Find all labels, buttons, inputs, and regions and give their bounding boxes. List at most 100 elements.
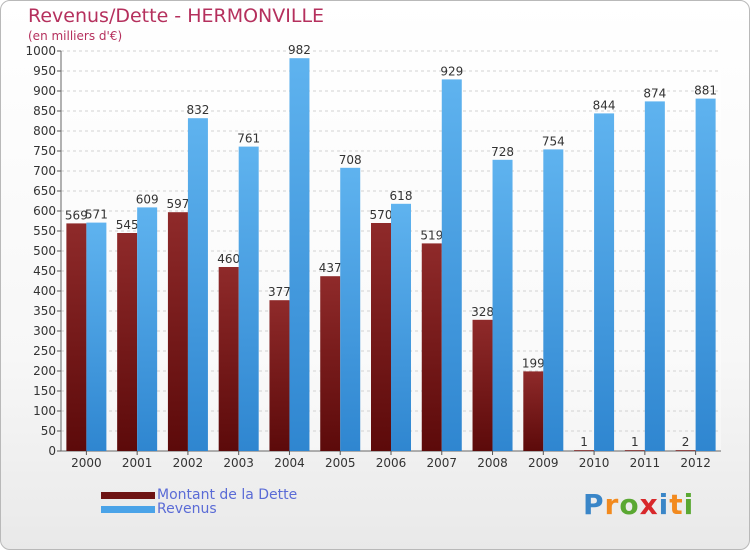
y-tick-label: 850: [33, 104, 56, 118]
data-label-revenus: 761: [237, 132, 260, 146]
bar-revenus: [86, 222, 107, 451]
bar-revenus: [644, 101, 665, 452]
y-tick-label: 600: [33, 204, 56, 218]
x-tick-label: 2000: [71, 456, 102, 470]
y-tick-label: 300: [33, 324, 56, 338]
bar-dette: [421, 243, 442, 451]
data-label-dette: 1: [631, 435, 639, 449]
data-label-revenus: 874: [643, 86, 666, 100]
y-tick-label: 100: [33, 404, 56, 418]
bar-dette: [624, 450, 645, 451]
x-tick-label: 2010: [579, 456, 610, 470]
x-tick-label: 2008: [477, 456, 508, 470]
bar-dette: [269, 300, 290, 451]
legend-item-revenue: Revenus: [101, 501, 297, 517]
bar-revenus: [137, 207, 158, 451]
data-label-dette: 519: [420, 228, 443, 242]
chart-subtitle: (en milliers d'€): [28, 29, 123, 43]
y-tick-label: 500: [33, 244, 56, 258]
legend: Montant de la Dette Revenus: [101, 487, 298, 517]
x-tick-label: 2003: [223, 456, 254, 470]
y-tick-label: 700: [33, 164, 56, 178]
bar-dette: [66, 223, 87, 451]
data-label-revenus: 832: [186, 103, 209, 117]
logo-letter: x: [639, 488, 659, 521]
logo-letter: P: [583, 488, 605, 521]
y-tick-label: 800: [33, 124, 56, 138]
bar-dette: [167, 212, 188, 451]
y-tick-label: 250: [33, 344, 56, 358]
bar-dette: [472, 319, 493, 451]
bar-revenus: [187, 118, 208, 451]
data-label-dette: 569: [65, 208, 88, 222]
bar-revenus: [492, 159, 513, 452]
bar-dette: [320, 276, 341, 451]
data-label-dette: 2: [682, 435, 690, 449]
data-label-revenus: 708: [339, 153, 362, 167]
bar-revenus: [543, 149, 564, 451]
y-tick-label: 750: [33, 144, 56, 158]
y-tick-label: 400: [33, 284, 56, 298]
y-tick-label: 50: [41, 424, 56, 438]
y-tick-label: 450: [33, 264, 56, 278]
y-tick-label: 650: [33, 184, 56, 198]
bar-dette: [218, 267, 239, 451]
data-label-revenus: 844: [593, 98, 616, 112]
data-label-revenus: 881: [694, 84, 717, 98]
legend-label-debt: Montant de la Dette: [157, 487, 298, 503]
data-label-revenus: 929: [440, 64, 463, 78]
x-tick-label: 2009: [528, 456, 559, 470]
data-label-dette: 377: [268, 285, 291, 299]
x-tick-label: 2005: [325, 456, 356, 470]
bar-revenus: [695, 98, 716, 451]
x-tick-label: 2011: [630, 456, 661, 470]
bar-dette: [675, 450, 696, 451]
legend-item-debt: Montant de la Dette: [101, 487, 298, 503]
x-tick-label: 2012: [680, 456, 711, 470]
bar-dette: [574, 450, 595, 451]
bar-revenus: [391, 203, 411, 451]
bar-dette: [371, 223, 391, 451]
legend-label-revenue: Revenus: [157, 501, 217, 517]
logo-letter: i: [658, 488, 670, 521]
bar-revenus: [289, 58, 310, 451]
data-label-revenus: 754: [542, 134, 565, 148]
data-label-revenus: 609: [136, 192, 159, 206]
data-label-revenus: 728: [491, 145, 514, 159]
x-tick-label: 2002: [173, 456, 204, 470]
logo-letter: r: [604, 488, 620, 521]
data-label-dette: 545: [116, 218, 139, 232]
chart-title: Revenus/Dette - HERMONVILLE: [28, 5, 325, 27]
data-label-dette: 1: [580, 435, 588, 449]
bar-revenus: [594, 113, 615, 452]
bar-dette: [117, 233, 138, 451]
data-label-dette: 570: [370, 208, 393, 222]
legend-swatch-debt: [101, 491, 155, 499]
bar-revenus: [238, 146, 259, 451]
x-tick-label: 2007: [426, 456, 457, 470]
data-label-revenus: 571: [85, 208, 108, 222]
y-tick-label: 1000: [25, 44, 56, 58]
x-tick-label: 2001: [122, 456, 153, 470]
data-label-dette: 437: [319, 261, 342, 275]
y-tick-label: 350: [33, 304, 56, 318]
logo-letter: i: [683, 488, 695, 521]
data-label-dette: 460: [217, 252, 240, 266]
bar-revenus: [441, 79, 462, 452]
y-tick-label: 550: [33, 224, 56, 238]
logo-letter: o: [619, 488, 640, 521]
y-tick-label: 150: [33, 384, 56, 398]
bar-dette: [523, 371, 544, 451]
logo-letter: t: [669, 488, 684, 521]
legend-swatch-revenue: [101, 505, 155, 513]
data-label-dette: 328: [471, 305, 494, 319]
data-label-revenus: 618: [390, 189, 413, 203]
x-tick-label: 2006: [376, 456, 407, 470]
data-label-dette: 597: [166, 197, 189, 211]
proxiti-logo: Proxiti: [583, 488, 694, 521]
data-label-revenus: 982: [288, 43, 311, 57]
y-tick-label: 0: [48, 444, 56, 458]
y-tick-label: 200: [33, 364, 56, 378]
